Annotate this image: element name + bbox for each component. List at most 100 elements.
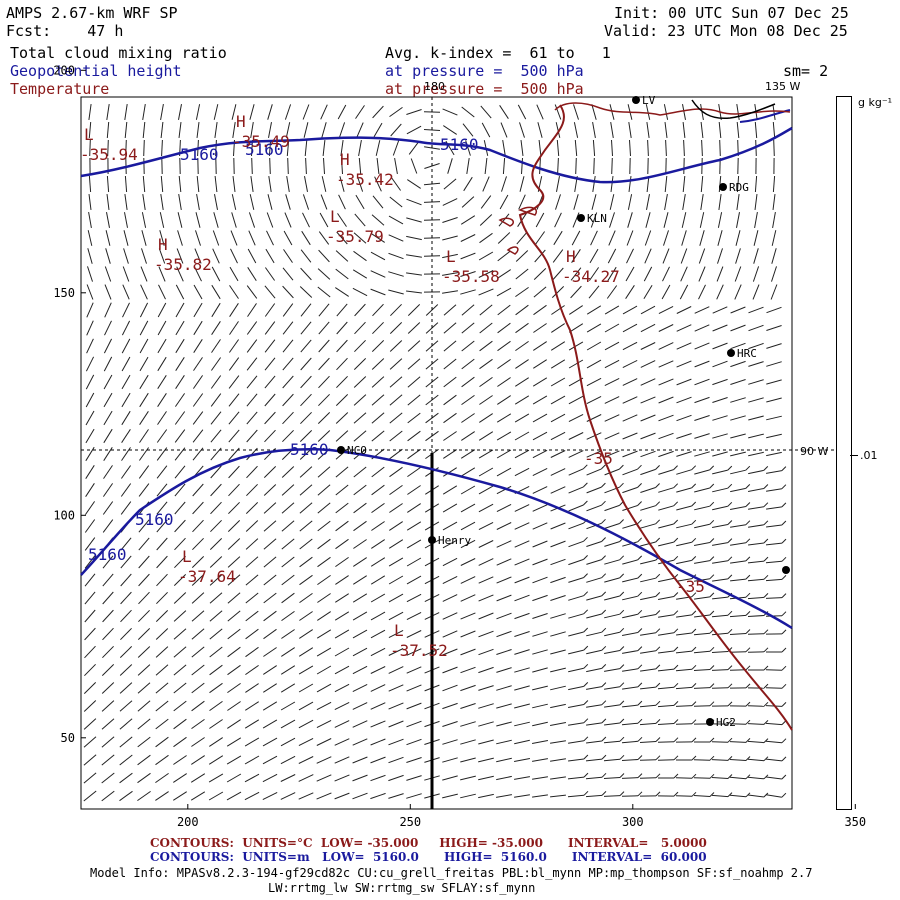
wind-barb xyxy=(119,736,133,748)
extremum-type: H xyxy=(566,247,576,266)
wind-barb-flag xyxy=(727,737,733,743)
wind-barb xyxy=(625,285,635,299)
wind-barb xyxy=(730,487,746,493)
wind-barb xyxy=(85,374,95,390)
wind-barb xyxy=(406,109,422,115)
wind-barb xyxy=(516,231,528,245)
wind-barb xyxy=(658,450,674,458)
wind-barb xyxy=(550,595,566,601)
wind-barb xyxy=(460,252,476,260)
wind-barb xyxy=(263,628,277,640)
wind-barb xyxy=(550,522,566,530)
wind-barb xyxy=(496,612,512,620)
wind-barb xyxy=(321,176,327,192)
wind-barb xyxy=(712,524,728,528)
wind-barb xyxy=(336,375,348,389)
wind-barb xyxy=(460,739,476,745)
wind-barb xyxy=(173,664,187,676)
wind-barb xyxy=(640,323,656,333)
wind-barb xyxy=(752,266,760,282)
wind-barb xyxy=(353,358,367,370)
wind-barb xyxy=(244,719,260,729)
wind-barb-flag xyxy=(655,755,661,761)
wind-barb xyxy=(263,610,277,622)
wind-barb xyxy=(514,413,530,423)
wind-barb-flag xyxy=(745,701,751,707)
wind-barb-flag xyxy=(673,719,679,724)
wind-barb xyxy=(586,667,602,673)
wind-barb xyxy=(730,342,746,350)
wind-barb xyxy=(591,104,597,120)
wind-barb-flag xyxy=(709,755,715,761)
wind-barb xyxy=(264,357,276,371)
wind-barb xyxy=(245,646,259,658)
wind-barb xyxy=(658,487,674,493)
wind-barb xyxy=(124,104,128,120)
wind-barb xyxy=(442,557,458,567)
wind-barb xyxy=(407,448,421,460)
wind-barb xyxy=(388,215,404,225)
wind-barb xyxy=(644,248,652,264)
wind-barb xyxy=(281,647,295,657)
wind-barb xyxy=(85,465,95,479)
wind-barb xyxy=(301,230,311,246)
wind-barb xyxy=(442,757,458,763)
wind-barb xyxy=(766,415,782,421)
wind-barb xyxy=(317,466,331,478)
wind-barb xyxy=(622,686,638,690)
wind-barb xyxy=(550,613,566,619)
wind-barb xyxy=(299,538,313,550)
wind-barb xyxy=(766,306,782,314)
wind-barb-flag xyxy=(601,464,606,470)
wind-barb xyxy=(316,738,332,746)
wind-barb-flag xyxy=(673,592,679,597)
wind-barb xyxy=(514,721,530,727)
wind-barb xyxy=(264,321,276,335)
wind-barb xyxy=(640,378,656,386)
wind-barb xyxy=(406,575,422,585)
extremum-type: L xyxy=(446,247,456,266)
wind-barb xyxy=(640,559,656,565)
wind-barb xyxy=(478,467,494,477)
wind-barb xyxy=(370,720,386,728)
wind-barb xyxy=(388,756,404,764)
wind-barb xyxy=(341,157,343,175)
wind-barb xyxy=(229,321,239,335)
wind-barb xyxy=(729,741,747,743)
wind-barb-flag xyxy=(673,701,679,706)
wind-barb-flag xyxy=(637,591,643,597)
wind-barb xyxy=(586,541,602,547)
wind-barb xyxy=(610,122,614,138)
wind-barb xyxy=(139,320,149,336)
wind-barb-flag xyxy=(619,646,625,651)
station-marker xyxy=(782,566,790,574)
wind-barb xyxy=(676,614,692,618)
wind-barb xyxy=(747,578,765,582)
wind-barb xyxy=(178,175,182,193)
wind-barb xyxy=(285,194,291,210)
wind-barb xyxy=(640,632,656,636)
wind-barb xyxy=(280,719,296,729)
wind-barb xyxy=(735,248,741,264)
wind-barb xyxy=(747,740,765,744)
wind-barb xyxy=(229,303,239,317)
wind-barb xyxy=(478,612,494,620)
coastline-black xyxy=(691,99,776,120)
wind-barb xyxy=(87,248,93,264)
wind-barb xyxy=(371,430,385,442)
wind-barb xyxy=(142,175,146,193)
wind-barb xyxy=(83,700,97,712)
wind-barb xyxy=(191,737,205,747)
wind-barb-flag xyxy=(583,591,589,597)
wind-barb xyxy=(245,701,259,711)
wind-barb xyxy=(658,360,674,368)
wind-barb xyxy=(155,646,169,658)
wind-barb xyxy=(155,664,169,676)
wind-barb xyxy=(210,393,222,407)
wind-barb xyxy=(389,358,403,370)
wind-barb xyxy=(372,303,384,317)
wind-barb xyxy=(694,342,710,350)
wind-barb xyxy=(88,212,92,228)
wind-barb xyxy=(157,338,167,354)
